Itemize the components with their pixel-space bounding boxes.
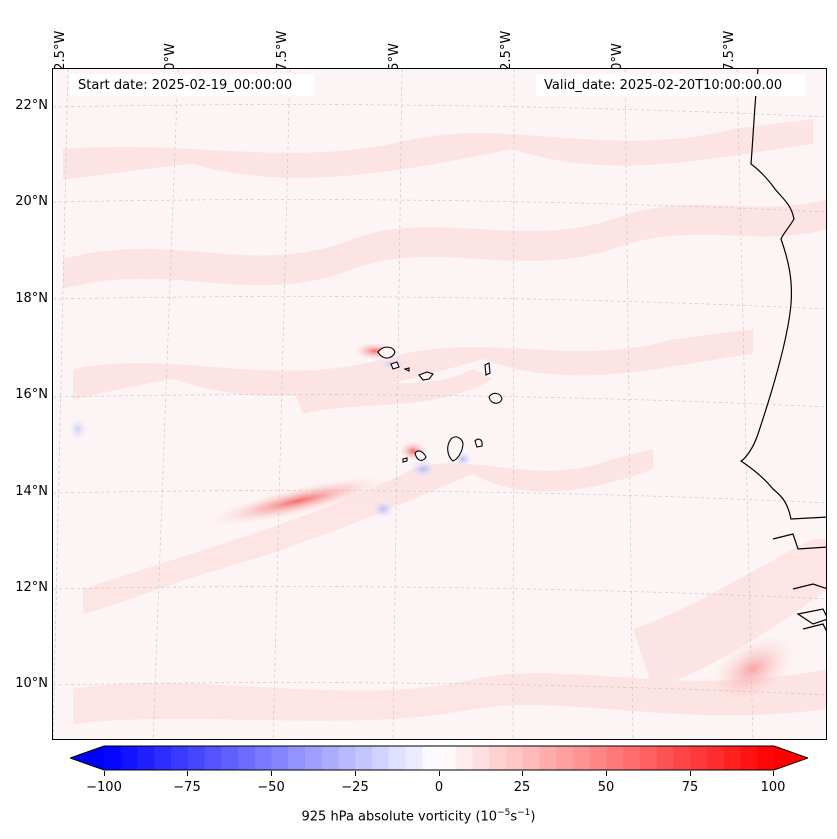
colorbar-segment: [204, 746, 222, 770]
colorbar-tick: [355, 771, 356, 776]
colorbar-segment: [305, 746, 323, 770]
vorticity-field: [63, 119, 826, 724]
colorbar-segment: [489, 746, 507, 770]
colorbar-segment: [472, 746, 490, 770]
colorbar-segment: [355, 746, 373, 770]
colorbar-segment: [589, 746, 608, 770]
lat-label-10n: 10°N: [15, 676, 48, 691]
colorbar-segment: [740, 746, 758, 770]
gridlines: [53, 69, 826, 739]
colorbar-segment: [405, 746, 423, 770]
colorbar-segment: [506, 746, 524, 770]
colorbar-segment: [673, 746, 691, 770]
colorbar-tick-label: 75: [681, 780, 699, 795]
colorbar-segment: [238, 746, 256, 770]
map-panel: [52, 68, 827, 740]
colorbar-segment: [422, 746, 440, 770]
start-date-label: Start date: 2025-02-19_00:00:00: [78, 78, 293, 93]
colorbar-tick: [439, 771, 440, 776]
colorbar-segment: [321, 746, 340, 770]
colorbar-segment: [707, 746, 725, 770]
lat-label-14n: 14°N: [15, 484, 48, 499]
colorbar-segment: [656, 746, 675, 770]
colorbar-segment: [171, 746, 189, 770]
colorbar-segment: [137, 746, 155, 770]
colorbar-tick: [606, 771, 607, 776]
colorbar-tick-label: −25: [341, 780, 369, 795]
colorbar-segment: [221, 746, 239, 770]
colorbar-segment: [640, 746, 658, 770]
colorbar-segment: [439, 746, 457, 770]
lat-label-22n: 22°N: [15, 98, 48, 113]
colorbar-segment: [372, 746, 390, 770]
colorbar-tick: [104, 771, 105, 776]
colorbar-segment: [723, 746, 742, 770]
vorticity-maxima: [68, 342, 799, 706]
colorbar-segment: [338, 746, 356, 770]
colorbar-tick-label: −50: [257, 780, 285, 795]
colorbar-tick: [187, 771, 188, 776]
colorbar-segment: [573, 746, 591, 770]
lat-label-16n: 16°N: [15, 387, 48, 402]
colorbar-tick: [690, 771, 691, 776]
colorbar-segment: [154, 746, 172, 770]
colorbar-segment: [556, 746, 574, 770]
lat-label-12n: 12°N: [15, 580, 48, 595]
colorbar-tick-label: −75: [173, 780, 201, 795]
colorbar-title: 925 hPa absolute vorticity (10−5s−1): [301, 808, 536, 825]
colorbar-segment: [455, 746, 474, 770]
colorbar: [68, 745, 810, 771]
lat-label-20n: 20°N: [15, 194, 48, 209]
start-date-box: [70, 74, 314, 96]
cape-verde-islands: [377, 346, 503, 463]
colorbar-segment: [388, 746, 407, 770]
colorbar-tick-label: −100: [86, 780, 122, 795]
lat-label-18n: 18°N: [15, 291, 48, 306]
colorbar-segment: [254, 746, 273, 770]
colorbar-tick: [522, 771, 523, 776]
colorbar-tick-label: 50: [597, 780, 615, 795]
colorbar-segment: [187, 746, 206, 770]
colorbar-tick-label: 0: [434, 780, 444, 795]
colorbar-tick: [271, 771, 272, 776]
valid-date-box: [536, 74, 806, 96]
colorbar-tick-label: 25: [513, 780, 531, 795]
colorbar-segment: [271, 746, 289, 770]
colorbar-svg: [68, 745, 810, 771]
colorbar-max-arrow: [774, 746, 808, 770]
colorbar-segment: [522, 746, 541, 770]
vorticity-map: [53, 69, 826, 739]
colorbar-min-arrow: [70, 746, 104, 770]
colorbar-segment: [757, 746, 775, 770]
colorbar-segment: [120, 746, 139, 770]
colorbar-segment: [690, 746, 708, 770]
valid-date-label: Valid_date: 2025-02-20T10:00:00.00: [544, 78, 783, 93]
colorbar-tick-label: 100: [760, 780, 786, 795]
colorbar-segment: [288, 746, 306, 770]
coastline: [739, 69, 826, 632]
colorbar-segment: [539, 746, 557, 770]
colorbar-segment: [104, 746, 122, 770]
colorbar-tick: [773, 771, 774, 776]
colorbar-segment: [606, 746, 624, 770]
colorbar-segment: [623, 746, 641, 770]
